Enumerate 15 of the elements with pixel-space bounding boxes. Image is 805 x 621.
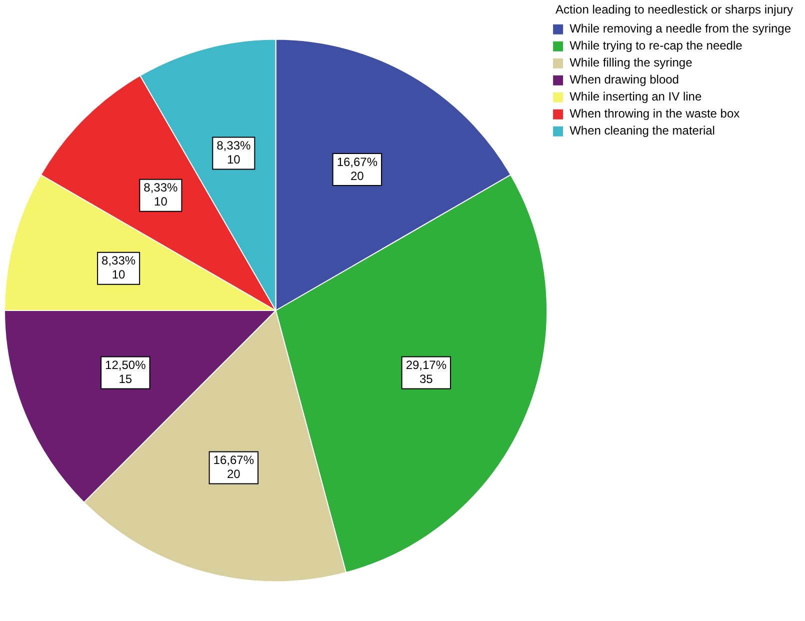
legend-label: When drawing blood bbox=[570, 72, 679, 87]
legend-label: While trying to re-cap the needle bbox=[570, 38, 743, 53]
data-label: 8,33% 10 bbox=[144, 180, 178, 209]
legend-label: While inserting an IV line bbox=[570, 90, 702, 104]
legend-title: Action leading to needlestick or sharps injury bbox=[556, 2, 794, 16]
legend-label: When cleaning the material bbox=[570, 124, 715, 138]
legend-label: When throwing in the waste box bbox=[570, 106, 740, 121]
legend-label: While filling the syringe bbox=[570, 56, 693, 70]
legend-label: While removing a needle from the syringe bbox=[570, 22, 792, 36]
data-label: 16,67% 20 bbox=[213, 453, 254, 482]
data-label: 8,33% 10 bbox=[216, 138, 251, 167]
data-label: 8,33% 10 bbox=[102, 254, 136, 282]
data-label: 29,17% 35 bbox=[406, 358, 447, 386]
data-label: 16,67% 20 bbox=[336, 154, 378, 183]
data-label: 12,50% 15 bbox=[105, 358, 146, 386]
